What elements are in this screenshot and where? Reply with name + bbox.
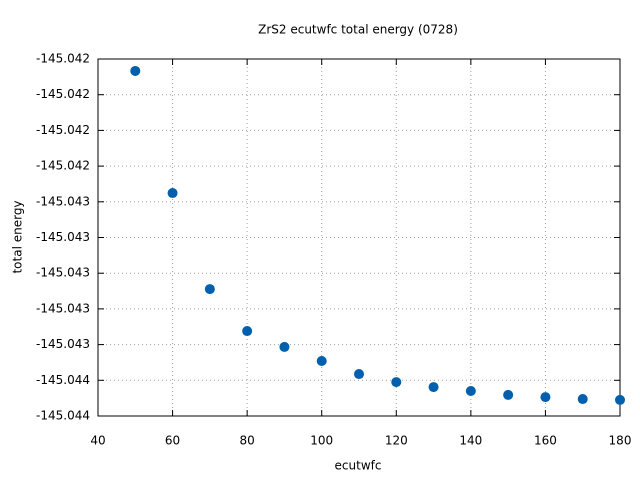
y-tick-label: -145.044 — [36, 373, 90, 387]
point — [391, 377, 402, 388]
y-tick-label: -145.042 — [36, 123, 90, 137]
y-tick-label: -145.042 — [36, 87, 90, 101]
y-tick-label: -145.043 — [36, 301, 90, 315]
y-tick-label: -145.043 — [36, 230, 90, 244]
point — [615, 394, 625, 405]
x-tick-label: 120 — [385, 434, 408, 448]
y-tick-label: -145.042 — [36, 159, 90, 173]
point — [354, 369, 364, 380]
x-tick-label: 100 — [310, 434, 333, 448]
point — [279, 341, 290, 352]
x-tick-label: 80 — [240, 434, 255, 448]
x-tick-label: 160 — [534, 434, 557, 448]
point — [503, 389, 514, 400]
point — [540, 392, 551, 403]
point — [242, 326, 253, 337]
x-tick-label: 40 — [90, 434, 105, 448]
point — [316, 356, 327, 367]
point — [204, 284, 215, 295]
x-tick-label: 180 — [609, 434, 632, 448]
x-axis-label: ecutwfc — [335, 459, 382, 473]
point — [577, 394, 588, 405]
chart-title: ZrS2 ecutwfc total energy (0728) — [258, 23, 458, 37]
point — [167, 188, 178, 199]
x-tick-label: 140 — [459, 434, 482, 448]
point — [130, 65, 141, 76]
point — [465, 386, 476, 397]
point — [428, 382, 439, 393]
y-tick-label: -145.043 — [36, 266, 90, 280]
y-tick-label: -145.043 — [36, 194, 90, 208]
y-tick-label: -145.043 — [36, 337, 90, 351]
y-axis-label: total energy — [11, 200, 25, 273]
y-tick-label: -145.044 — [36, 409, 90, 423]
x-tick-label: 60 — [165, 434, 180, 448]
plot-border — [97, 58, 621, 417]
y-tick-label: -145.042 — [36, 52, 90, 66]
